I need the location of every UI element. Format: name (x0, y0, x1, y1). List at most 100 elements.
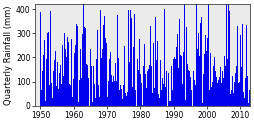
Bar (83, 27, 84, 106)
Bar (209, 93, 210, 106)
Bar (227, 0, 228, 106)
Bar (75, 45, 76, 106)
Y-axis label: Quarterly Rainfall (mm): Quarterly Rainfall (mm) (4, 5, 13, 105)
Bar (126, 92, 127, 106)
Bar (164, 90, 165, 106)
Bar (243, 98, 244, 106)
Bar (119, 41, 120, 106)
Bar (66, 57, 67, 106)
Bar (175, 59, 176, 106)
Bar (183, 0, 184, 106)
Bar (101, 58, 102, 106)
Bar (45, 101, 46, 106)
Bar (46, 59, 47, 106)
Bar (149, 96, 150, 106)
Bar (48, 32, 49, 106)
Bar (114, 86, 115, 106)
Bar (56, 86, 57, 106)
Bar (117, 58, 118, 106)
Bar (199, 70, 200, 106)
Bar (156, 41, 157, 106)
Bar (242, 92, 243, 106)
Bar (141, 105, 142, 106)
Bar (89, 104, 90, 106)
Bar (124, 56, 125, 106)
Bar (160, 60, 161, 106)
Bar (205, 51, 206, 106)
Bar (193, 80, 194, 106)
Bar (187, 70, 188, 106)
Bar (40, 12, 41, 106)
Bar (207, 0, 208, 106)
Bar (128, 62, 129, 106)
Bar (173, 57, 174, 106)
Bar (198, 56, 199, 106)
Bar (157, 94, 158, 106)
Bar (57, 62, 58, 106)
Bar (59, 0, 60, 106)
Bar (153, 88, 154, 106)
Bar (165, 87, 166, 106)
Bar (44, 0, 45, 106)
Bar (61, 84, 62, 106)
Bar (148, 65, 149, 106)
Bar (63, 76, 64, 106)
Bar (223, 56, 224, 106)
Bar (70, 85, 71, 106)
Bar (240, 67, 241, 106)
Bar (245, 25, 246, 106)
Bar (190, 90, 191, 106)
Bar (118, 90, 119, 106)
Bar (109, 93, 110, 106)
Bar (123, 46, 124, 106)
Bar (233, 82, 234, 106)
Bar (169, 98, 170, 106)
Bar (69, 41, 70, 106)
Bar (238, 82, 239, 106)
Bar (159, 80, 160, 106)
Bar (135, 90, 136, 106)
Bar (107, 81, 108, 106)
Bar (221, 71, 222, 106)
Bar (178, 19, 179, 106)
Bar (82, 34, 83, 106)
Bar (215, 77, 216, 106)
Bar (234, 73, 235, 106)
Bar (84, 66, 85, 106)
Bar (146, 88, 147, 106)
Bar (202, 74, 203, 106)
Bar (105, 38, 106, 106)
Bar (235, 66, 236, 106)
Bar (92, 66, 93, 106)
Bar (78, 80, 79, 106)
Bar (85, 29, 86, 106)
Bar (97, 31, 98, 106)
Bar (87, 65, 88, 106)
Bar (106, 43, 107, 106)
Bar (115, 63, 116, 106)
Bar (120, 85, 121, 106)
Bar (71, 39, 72, 106)
Bar (138, 39, 139, 106)
Bar (112, 82, 113, 106)
Bar (131, 18, 132, 106)
Bar (150, 26, 151, 106)
Bar (41, 90, 42, 106)
Bar (137, 70, 138, 106)
Bar (177, 68, 178, 106)
Bar (143, 44, 144, 106)
Bar (133, 15, 134, 106)
Bar (125, 93, 126, 106)
Bar (182, 51, 183, 106)
Bar (121, 89, 122, 106)
Bar (196, 49, 197, 106)
Bar (174, 92, 175, 106)
Bar (201, 103, 202, 106)
Bar (47, 33, 48, 106)
Bar (54, 62, 55, 106)
Bar (208, 90, 209, 106)
Bar (213, 57, 214, 106)
Bar (94, 12, 95, 106)
Bar (81, 78, 82, 106)
Bar (218, 77, 219, 106)
